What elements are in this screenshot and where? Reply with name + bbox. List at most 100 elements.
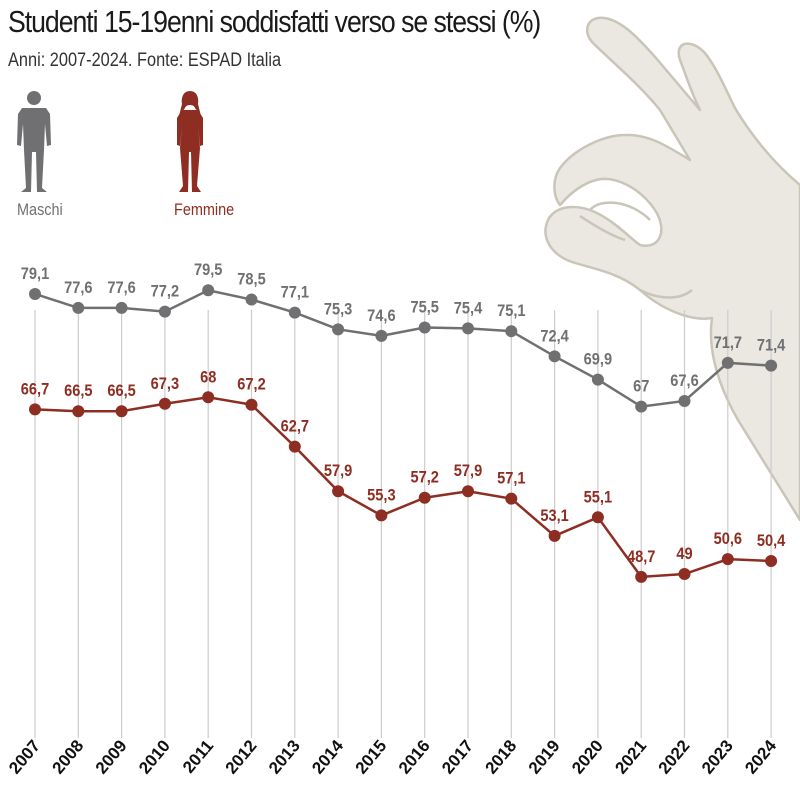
x-tick-label-2011: 2011 bbox=[179, 736, 217, 776]
data-label-maschi-2022: 67,6 bbox=[670, 372, 699, 390]
data-label-femmine-2018: 57,1 bbox=[497, 470, 526, 488]
data-label-femmine-2020: 55,1 bbox=[584, 488, 613, 506]
data-label-maschi-2012: 78,5 bbox=[237, 271, 266, 289]
point-femmine-2019 bbox=[548, 529, 561, 542]
data-label-femmine-2009: 66,5 bbox=[107, 382, 136, 400]
chart-subtitle: Anni: 2007-2024. Fonte: ESPAD Italia bbox=[8, 50, 282, 71]
data-label-maschi-2015: 74,6 bbox=[367, 307, 396, 325]
data-label-maschi-2009: 77,6 bbox=[107, 279, 136, 297]
point-femmine-2015 bbox=[375, 509, 388, 522]
data-label-femmine-2010: 67,3 bbox=[151, 375, 180, 393]
x-tick-label-2007: 2007 bbox=[5, 736, 44, 777]
data-label-femmine-2021: 48,7 bbox=[627, 548, 656, 566]
point-maschi-2021 bbox=[635, 400, 648, 413]
point-maschi-2020 bbox=[591, 373, 604, 386]
x-tick-label-2009: 2009 bbox=[92, 736, 131, 777]
data-label-maschi-2017: 75,4 bbox=[454, 299, 483, 317]
x-tick-label-2014: 2014 bbox=[308, 736, 347, 778]
data-label-femmine-2019: 53,1 bbox=[540, 507, 569, 525]
x-tick-label-2016: 2016 bbox=[395, 736, 434, 777]
point-maschi-2013 bbox=[288, 306, 301, 319]
data-label-femmine-2022: 49 bbox=[676, 545, 692, 563]
point-maschi-2017 bbox=[462, 322, 474, 335]
point-maschi-2015 bbox=[375, 329, 388, 342]
data-label-femmine-2011: 68 bbox=[200, 368, 216, 386]
point-femmine-2013 bbox=[288, 440, 301, 453]
x-tick-label-2018: 2018 bbox=[481, 736, 520, 777]
series-line-maschi bbox=[34, 288, 772, 408]
series-line-femmine bbox=[34, 395, 772, 579]
data-label-femmine-2015: 55,3 bbox=[367, 486, 396, 504]
point-femmine-2014 bbox=[332, 485, 345, 498]
x-tick-label-2017: 2017 bbox=[438, 736, 477, 777]
female-person-icon bbox=[177, 91, 203, 192]
legend-label-femmine: Femmine bbox=[174, 200, 235, 219]
data-label-femmine-2014: 57,9 bbox=[324, 462, 353, 480]
x-tick-label-2010: 2010 bbox=[135, 736, 174, 777]
data-label-maschi-2010: 77,2 bbox=[151, 283, 180, 301]
x-tick-label-2023: 2023 bbox=[698, 736, 737, 777]
point-maschi-2007 bbox=[29, 287, 41, 300]
data-label-maschi-2008: 77,6 bbox=[64, 279, 93, 297]
point-femmine-2018 bbox=[505, 492, 518, 505]
x-tick-label-2019: 2019 bbox=[525, 736, 564, 777]
x-tick-label-2012: 2012 bbox=[222, 736, 261, 777]
point-femmine-2010 bbox=[158, 397, 171, 410]
x-tick-label-2020: 2020 bbox=[568, 736, 607, 777]
point-femmine-2011 bbox=[202, 391, 215, 404]
data-label-femmine-2023: 50,6 bbox=[714, 530, 743, 548]
data-label-maschi-2018: 75,1 bbox=[497, 302, 526, 320]
point-maschi-2014 bbox=[332, 323, 345, 336]
point-femmine-2021 bbox=[635, 570, 648, 583]
point-femmine-2017 bbox=[462, 485, 474, 498]
data-label-maschi-2021: 67 bbox=[633, 378, 649, 396]
data-label-femmine-2008: 66,5 bbox=[64, 382, 93, 400]
data-label-femmine-2017: 57,9 bbox=[454, 462, 483, 480]
point-femmine-2012 bbox=[245, 398, 258, 411]
point-maschi-2012 bbox=[245, 293, 258, 306]
data-label-femmine-2012: 67,2 bbox=[237, 376, 266, 394]
data-label-maschi-2011: 79,5 bbox=[194, 261, 223, 279]
x-tick-label-2008: 2008 bbox=[48, 736, 87, 777]
x-tick-label-2013: 2013 bbox=[265, 736, 304, 777]
point-maschi-2016 bbox=[418, 321, 431, 334]
data-label-femmine-2024: 50,4 bbox=[757, 532, 786, 550]
data-label-maschi-2016: 75,5 bbox=[410, 299, 439, 317]
data-label-maschi-2024: 71,4 bbox=[757, 337, 786, 355]
male-person-icon bbox=[17, 91, 51, 192]
x-tick-label-2021: 2021 bbox=[611, 736, 650, 777]
chart-title: Studenti 15-19enni soddisfatti verso se … bbox=[8, 4, 541, 39]
data-label-maschi-2014: 75,3 bbox=[324, 300, 353, 318]
point-femmine-2022 bbox=[678, 568, 691, 581]
point-maschi-2018 bbox=[505, 325, 518, 338]
point-maschi-2024 bbox=[765, 359, 778, 372]
data-label-maschi-2013: 77,1 bbox=[281, 284, 310, 302]
point-maschi-2011 bbox=[202, 284, 215, 297]
x-tick-label-2022: 2022 bbox=[655, 736, 694, 777]
point-maschi-2023 bbox=[721, 356, 734, 369]
point-femmine-2024 bbox=[765, 555, 778, 568]
point-maschi-2009 bbox=[115, 301, 128, 314]
point-femmine-2016 bbox=[418, 491, 431, 504]
data-label-maschi-2007: 79,1 bbox=[21, 265, 50, 283]
point-femmine-2007 bbox=[29, 403, 41, 416]
point-maschi-2022 bbox=[678, 394, 691, 407]
data-label-maschi-2019: 72,4 bbox=[540, 327, 569, 345]
x-tick-label-2015: 2015 bbox=[352, 736, 391, 777]
data-label-maschi-2020: 69,9 bbox=[584, 351, 613, 369]
point-femmine-2008 bbox=[72, 405, 85, 418]
point-femmine-2020 bbox=[591, 511, 604, 524]
data-label-femmine-2013: 62,7 bbox=[281, 418, 310, 436]
point-femmine-2023 bbox=[721, 553, 734, 566]
legend-label-maschi: Maschi bbox=[17, 200, 63, 219]
point-maschi-2010 bbox=[158, 305, 171, 318]
data-label-maschi-2023: 71,7 bbox=[714, 334, 743, 352]
x-tick-label-2024: 2024 bbox=[741, 736, 780, 778]
point-maschi-2008 bbox=[72, 301, 85, 314]
data-label-femmine-2007: 66,7 bbox=[21, 380, 50, 398]
data-label-femmine-2016: 57,2 bbox=[410, 469, 439, 487]
point-maschi-2019 bbox=[548, 350, 561, 363]
